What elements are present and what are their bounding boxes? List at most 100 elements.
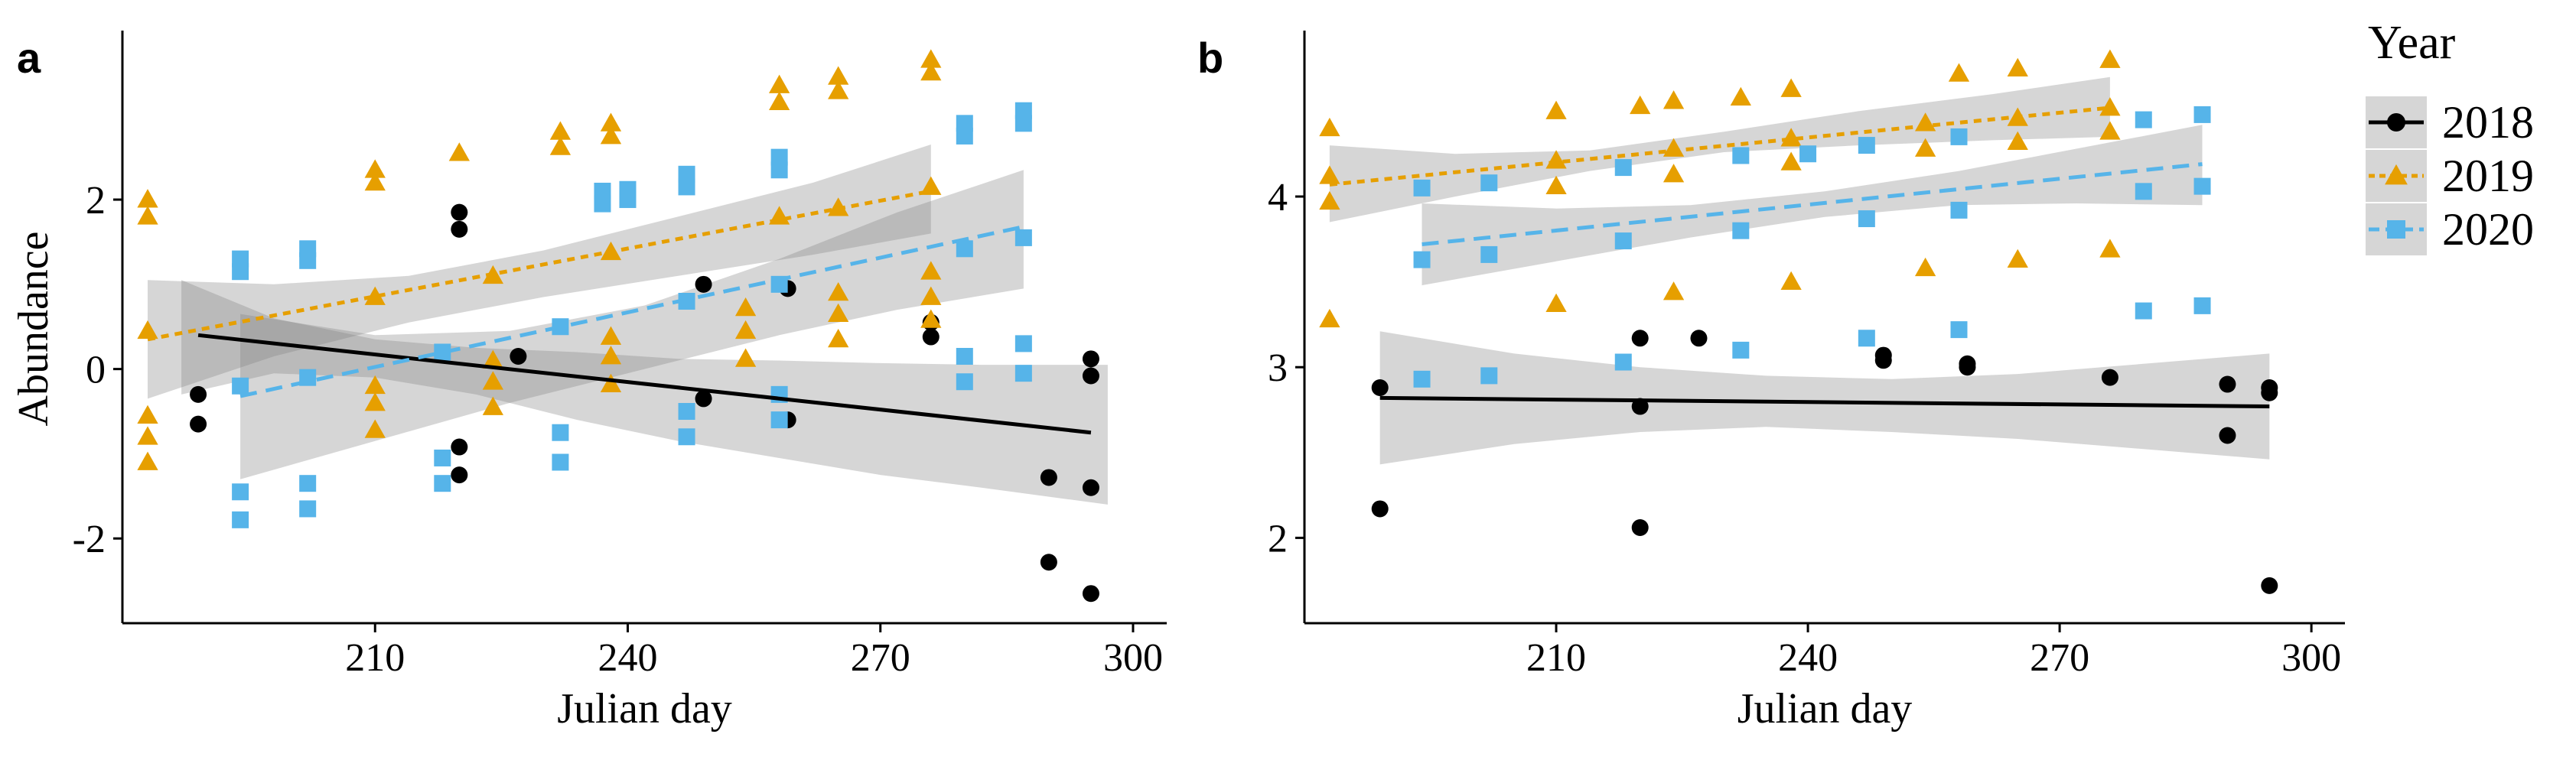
series-2018-points [190,203,1099,603]
point-2020-33 [956,348,973,366]
point-2018-12 [2219,427,2236,444]
point-2020-32 [956,240,973,258]
point-2018-8 [695,275,712,293]
point-2018-4 [1631,519,1649,537]
confidence-band-2019 [148,145,931,399]
point-2020-10 [434,343,451,361]
point-2019-27 [2099,97,2121,116]
point-2019-15 [482,371,503,390]
point-2020-4 [232,511,249,528]
confidence-band-2018 [1379,331,2270,465]
x-tick-label-210: 210 [1526,636,1586,680]
point-2019-7 [364,172,386,191]
x-tick-label-240: 240 [1778,636,1838,680]
point-2018-18 [1082,585,1099,603]
point-2019-35 [828,303,849,323]
point-2018-9 [1959,359,1976,376]
point-2018-2 [451,203,468,221]
fit-line-2018 [1379,395,2270,409]
point-2019-17 [1780,271,1802,291]
y-axis-title: Abundance [10,231,57,426]
point-2018-17 [1082,479,1099,496]
point-2020-3 [1480,174,1498,192]
series-2018-points [1371,330,2278,594]
point-2019-37 [920,49,942,68]
point-2019-12 [448,142,470,161]
x-axis-title: Julian day [557,685,732,733]
point-2019-24 [600,373,622,392]
point-2020-3 [232,483,249,501]
point-2018-12 [922,328,940,346]
point-2018-15 [1082,350,1099,368]
point-2019-20 [1914,257,1936,277]
point-2020-12 [1799,145,1817,163]
point-2019-9 [364,375,386,395]
point-2018-0 [1371,379,1389,396]
point-2019-19 [600,112,622,132]
point-2020-24 [678,428,695,446]
legend-marker-2019 [2385,164,2408,185]
legend-marker-2018 [2387,113,2405,132]
point-2019-8 [1630,95,1651,115]
point-2020-22 [2193,106,2211,123]
point-2019-28 [2099,121,2121,140]
x-tick-label-210: 210 [345,636,405,680]
point-2020-21 [2135,302,2152,320]
point-2020-25 [770,148,788,166]
point-2020-30 [956,115,973,132]
point-2020-26 [770,161,788,179]
point-2019-16 [1780,151,1802,171]
point-2019-22 [600,326,622,345]
point-2019-18 [549,136,572,155]
point-2019-25 [734,297,757,317]
point-2019-1 [1319,165,1340,184]
point-2020-15 [1858,330,1875,347]
legend-label-2018: 2018 [2442,97,2534,148]
point-2018-16 [1082,367,1099,385]
point-2020-15 [552,453,569,471]
point-2019-11 [1663,164,1685,183]
point-2018-5 [1690,330,1708,347]
point-2018-14 [2261,384,2278,401]
point-2020-0 [232,250,249,268]
point-2018-10 [2101,369,2118,386]
point-2019-38 [920,61,942,81]
point-2020-34 [956,373,973,391]
point-2019-13 [1730,86,1751,106]
point-2019-29 [2099,239,2121,258]
point-2019-3 [1319,308,1340,328]
point-2020-8 [1614,353,1632,371]
point-2019-1 [137,206,158,225]
point-2019-12 [1663,281,1685,301]
point-2019-14 [1780,78,1802,97]
point-2019-28 [768,74,790,93]
point-2020-16 [1950,128,1968,145]
point-2019-5 [137,451,158,470]
point-2020-6 [1614,159,1632,177]
point-2018-7 [695,390,712,408]
point-2020-36 [1014,115,1032,132]
point-2019-2 [137,320,158,340]
legend-entry-2018: 2018 [2366,96,2534,148]
point-2020-31 [956,127,973,145]
point-2019-42 [920,309,942,328]
point-2020-4 [1480,245,1498,263]
point-2018-1 [190,415,207,433]
point-2020-35 [1014,102,1032,119]
point-2019-32 [828,80,849,99]
point-2019-27 [734,348,757,367]
point-2020-2 [232,377,249,395]
point-2019-11 [364,419,386,438]
x-tick-label-300: 300 [2281,636,2341,680]
confidence-band-2019 [1329,76,2110,223]
point-2020-14 [1858,210,1875,228]
fit-line-2019 [147,189,932,342]
point-2018-13 [1040,469,1057,486]
legend-marker-2020 [2387,220,2405,239]
point-2019-41 [920,286,942,305]
x-tick-label-270: 270 [2030,636,2089,680]
y-tick-label-2: 4 [1268,176,1288,219]
x-tick-label-300: 300 [1103,636,1163,680]
y-tick-label-2: 2 [86,179,106,223]
point-2020-17 [594,195,611,213]
